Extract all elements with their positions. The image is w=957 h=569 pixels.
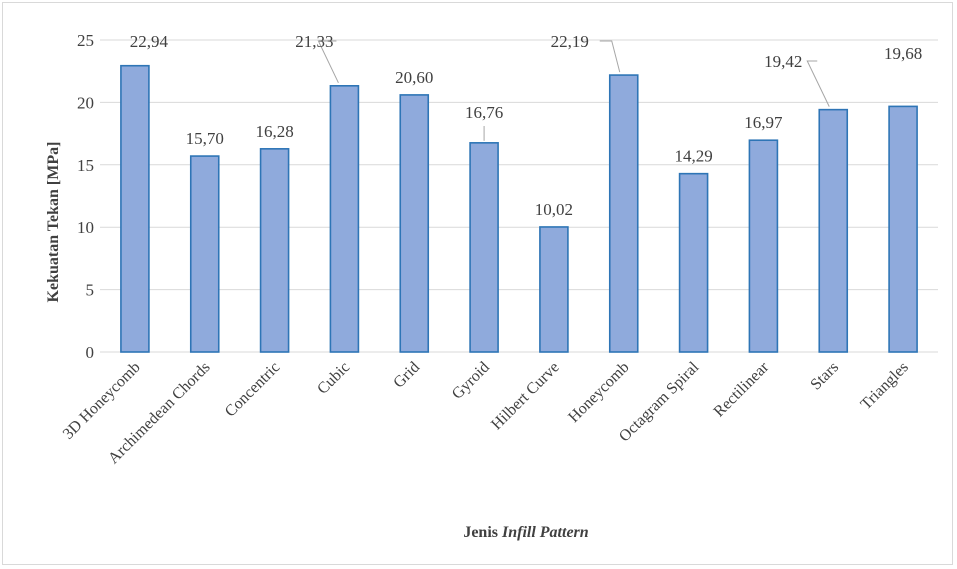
bars bbox=[120, 64, 918, 353]
data-label: 15,70 bbox=[186, 129, 224, 148]
bar bbox=[678, 172, 709, 353]
bar bbox=[469, 142, 499, 353]
data-label: 14,29 bbox=[674, 147, 712, 166]
bar bbox=[818, 108, 849, 353]
leader-line bbox=[317, 40, 339, 84]
y-tick-label: 0 bbox=[86, 343, 95, 362]
data-labels: 22,94 15,70 16,28 21,33 20,60 16,76 10,02 22,19… bbox=[130, 32, 922, 219]
leader-line bbox=[599, 40, 621, 73]
x-tick-label: Concentric bbox=[222, 359, 284, 421]
x-tick-label: Gyroid bbox=[449, 359, 493, 403]
x-axis-title-italic: Infill Pattern bbox=[501, 524, 589, 541]
data-label: 19,68 bbox=[884, 44, 922, 63]
x-tick-label: Grid bbox=[390, 359, 423, 392]
bar bbox=[189, 155, 220, 353]
x-axis-title: Jenis Infill Pattern bbox=[463, 524, 588, 541]
y-tick-labels: 0 5 10 15 20 25 bbox=[77, 31, 94, 362]
leader-lines bbox=[317, 40, 830, 141]
y-tick-label: 5 bbox=[86, 281, 95, 300]
bar bbox=[399, 94, 430, 353]
data-label: 16,28 bbox=[255, 122, 293, 141]
bar bbox=[608, 74, 639, 353]
data-label: 22,19 bbox=[551, 32, 589, 51]
bar bbox=[539, 226, 569, 353]
y-tick-label: 15 bbox=[77, 156, 94, 175]
y-tick-label: 25 bbox=[77, 31, 94, 50]
bar bbox=[748, 139, 779, 353]
y-axis-title: Kekuatan Tekan [MPa] bbox=[45, 142, 62, 303]
bar bbox=[888, 105, 918, 353]
x-tick-label: Honeycomb bbox=[565, 359, 632, 426]
bar bbox=[259, 148, 290, 353]
y-tick-label: 20 bbox=[77, 93, 94, 112]
data-label: 19,42 bbox=[764, 52, 802, 71]
bar bbox=[329, 85, 360, 353]
data-label: 20,60 bbox=[395, 68, 433, 87]
y-tick-label: 10 bbox=[77, 218, 94, 237]
data-label: 22,94 bbox=[130, 32, 169, 51]
gridlines bbox=[100, 39, 938, 353]
data-label: 16,97 bbox=[744, 113, 783, 132]
x-axis-title-prefix: Jenis bbox=[463, 524, 502, 541]
data-label: 10,02 bbox=[535, 200, 573, 219]
x-tick-label: Stars bbox=[807, 359, 842, 394]
x-tick-label: Triangles bbox=[858, 359, 912, 413]
data-label: 21,33 bbox=[295, 32, 333, 51]
data-label: 16,76 bbox=[465, 103, 503, 122]
leader-line bbox=[806, 60, 830, 107]
x-tick-label: Hilbert Curve bbox=[488, 359, 563, 434]
x-tick-label: Cubic bbox=[314, 359, 353, 398]
bar bbox=[120, 64, 150, 353]
x-tick-label: Rectilinear bbox=[711, 358, 773, 420]
